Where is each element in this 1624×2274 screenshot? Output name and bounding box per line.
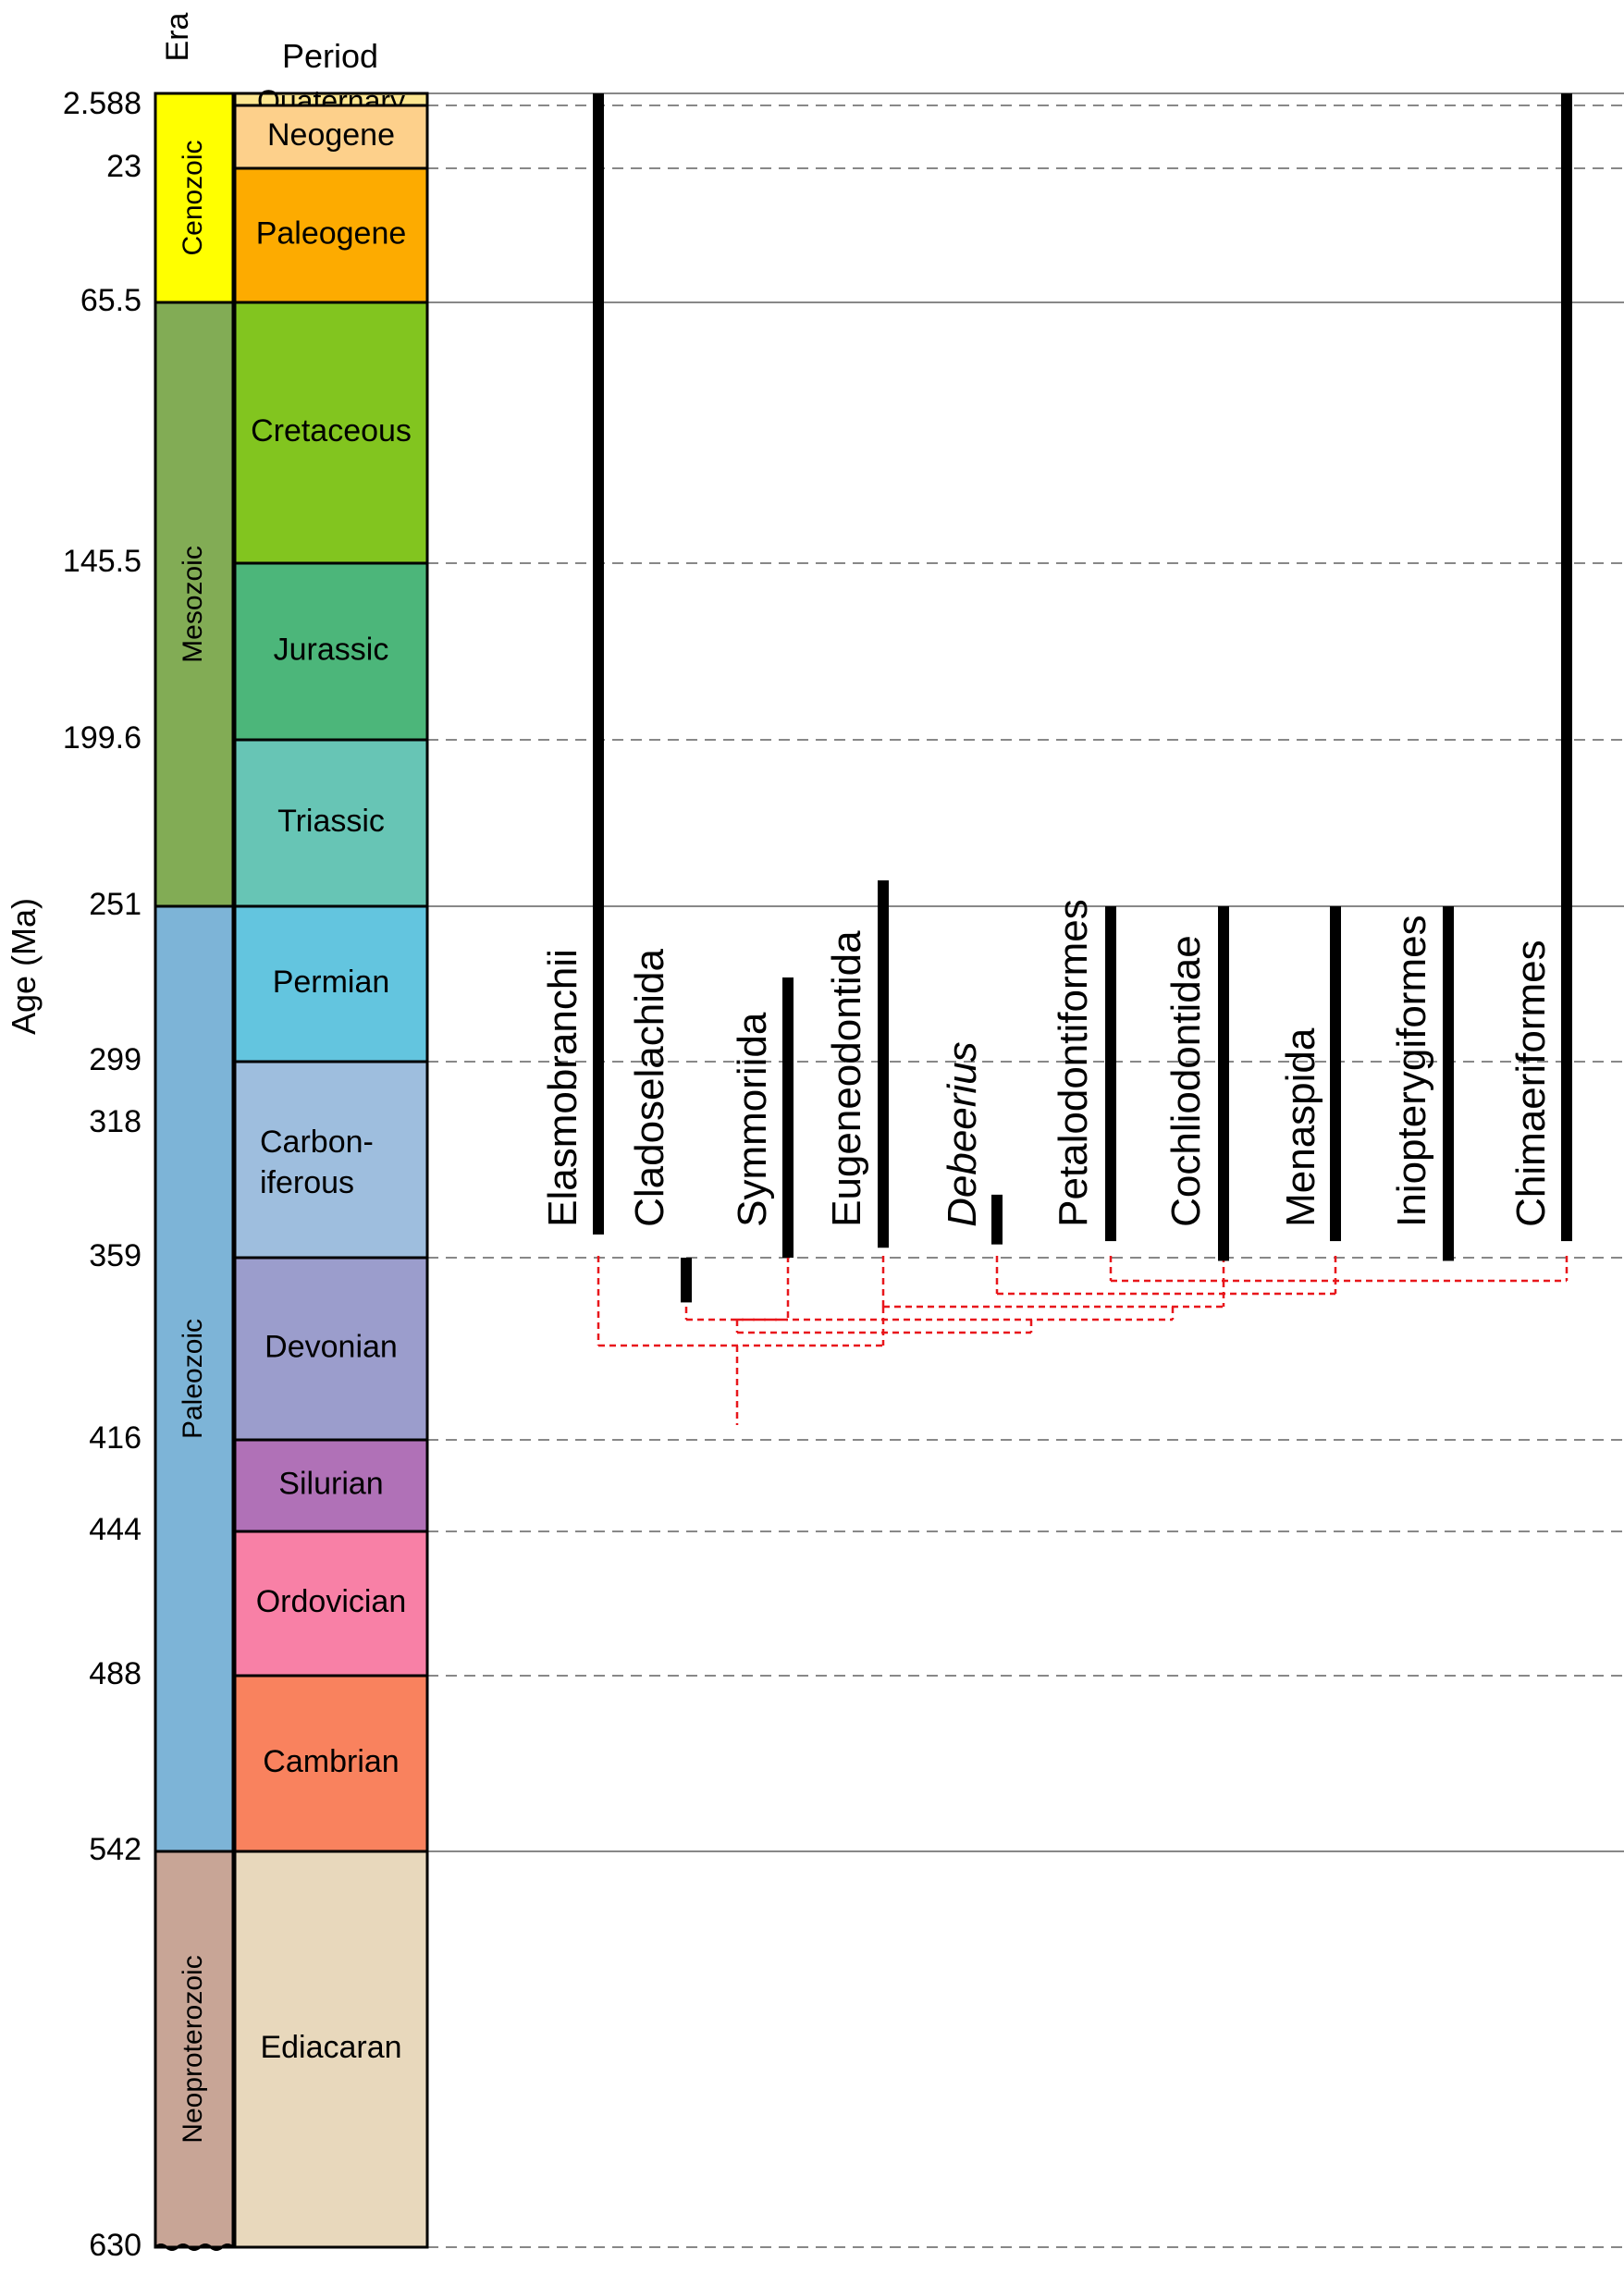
taxon-label: Symmoriida (730, 1012, 775, 1227)
period-box (233, 1530, 429, 1678)
period-label: Silurian (278, 1466, 383, 1501)
y-axis-label: Age (Ma) (5, 898, 43, 1035)
age-tick-label: 2.588 (63, 86, 141, 121)
range-bar (593, 93, 604, 1235)
age-tick-label: 251 (89, 887, 141, 922)
taxon-label: Petalodontiformes (1051, 899, 1096, 1227)
period-label: iferous (260, 1165, 354, 1200)
period-box (233, 738, 429, 908)
range-bar (878, 879, 889, 1248)
range-bar (782, 977, 794, 1258)
period-label: Cambrian (263, 1744, 399, 1779)
taxon-label: Chimaeriformes (1508, 940, 1554, 1227)
period-label: Devonian (265, 1329, 398, 1364)
period-label: Carbon- (260, 1125, 374, 1160)
period-box (233, 1256, 429, 1442)
period-box (233, 166, 429, 304)
age-tick-label: 488 (89, 1656, 141, 1691)
age-tick-label: 23 (106, 149, 141, 184)
period-box (233, 1060, 429, 1260)
range-bar (1330, 906, 1341, 1242)
age-tick-label: 359 (89, 1238, 141, 1273)
era-box (154, 1850, 235, 2249)
boundary-lines (427, 92, 1624, 2248)
taxon-label: Cochliodontidae (1163, 935, 1209, 1227)
period-label: Triassic (277, 804, 385, 839)
era-label: Mesozoic (178, 546, 208, 663)
taxon-label: Menaspida (1278, 1027, 1323, 1227)
age-tick-label: 318 (89, 1104, 141, 1139)
era-label: Neoproterozoic (178, 1955, 208, 2143)
period-label: Ordovician (256, 1584, 407, 1619)
taxon-label: Debeerius (940, 1041, 985, 1227)
period-box (233, 1438, 429, 1533)
taxon-labels: Elasmobranchii Cladoselachida Symmoriida Eu… (540, 899, 1554, 1227)
range-bar (991, 1194, 1003, 1245)
taxon-label: Cladoselachida (627, 949, 672, 1227)
era-label: Cenozoic (178, 140, 208, 255)
age-tick-label: 299 (89, 1042, 141, 1077)
era-header: Era (160, 12, 195, 61)
range-bar (1105, 906, 1116, 1242)
period-label: Jurassic (274, 632, 389, 667)
taxon-label: Elasmobranchii (540, 949, 585, 1227)
range-bar (1561, 93, 1572, 1242)
age-ticks: 2.588 23 65.5 145.5 199.6 251 299 318 359 416 444 4… (63, 86, 141, 2263)
age-tick-label: 145.5 (63, 544, 141, 579)
age-tick-label: 199.6 (63, 720, 141, 756)
period-box (233, 561, 429, 742)
age-tick-label: 416 (89, 1420, 141, 1456)
stratigraphic-column: CenozoicMesozoicPaleozoicNeoproterozoicQ… (154, 84, 429, 2251)
period-box (233, 301, 429, 565)
range-bar (1218, 906, 1229, 1261)
unconformity-mark (154, 2243, 234, 2251)
range-bar (1443, 906, 1454, 1261)
age-tick-label: 542 (89, 1832, 141, 1867)
period-header: Period (282, 37, 378, 75)
period-box (233, 1850, 429, 2249)
range-bar (681, 1258, 692, 1303)
age-tick-label: 65.5 (80, 283, 141, 318)
age-tick-label: 630 (89, 2228, 141, 2263)
era-label: Paleozoic (178, 1319, 208, 1439)
phylogeny-tree (597, 1256, 1569, 1425)
period-label: Paleogene (256, 215, 407, 251)
period-label: Cretaceous (251, 413, 412, 449)
age-tick-label: 444 (89, 1512, 141, 1547)
period-box (233, 904, 429, 1063)
period-box (233, 1674, 429, 1853)
period-label: Neogene (267, 117, 395, 153)
taxon-ranges (593, 93, 1572, 1303)
era-box (154, 92, 235, 304)
period-label: Ediacaran (260, 2030, 401, 2065)
taxon-label: Eugeneodontida (824, 930, 869, 1227)
period-label: Permian (273, 965, 390, 1000)
era-box (154, 301, 235, 908)
taxon-label: Iniopterygiformes (1389, 915, 1434, 1226)
